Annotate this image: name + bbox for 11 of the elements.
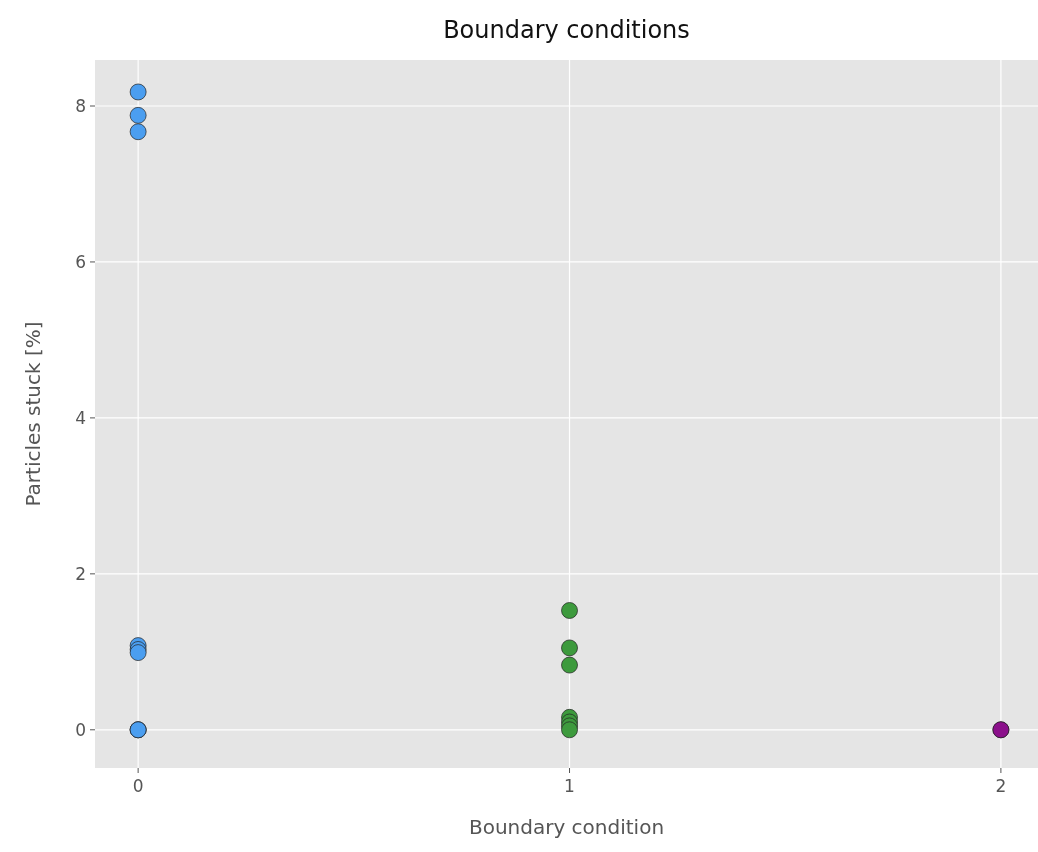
x-tick-label: 1 (564, 776, 575, 796)
x-tick-label: 2 (995, 776, 1007, 796)
x-axis-title: Boundary condition (468, 815, 665, 839)
y-axis-title: Particles stuck [%] (21, 321, 45, 507)
y-tick-label: 0 (75, 719, 86, 740)
y-tick-label: 2 (75, 563, 86, 584)
chart-title: Boundary conditions (443, 16, 690, 44)
y-tick-label: 4 (75, 407, 86, 428)
y-tick-label: 6 (75, 251, 86, 272)
y-tick-label: 8 (75, 95, 86, 116)
x-tick-label: 0 (132, 776, 144, 796)
